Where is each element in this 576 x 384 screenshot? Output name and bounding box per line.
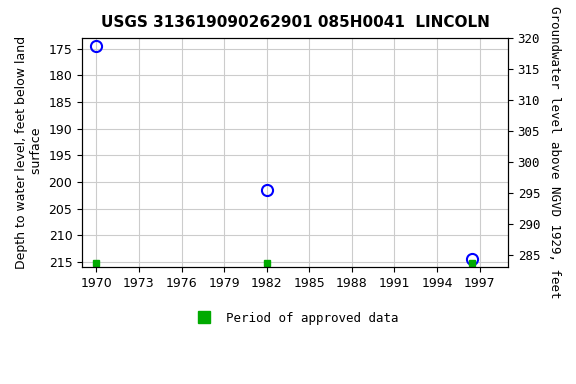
Y-axis label: Groundwater level above NGVD 1929, feet: Groundwater level above NGVD 1929, feet: [548, 7, 561, 299]
Legend: Period of approved data: Period of approved data: [186, 307, 404, 330]
Title: USGS 313619090262901 085H0041  LINCOLN: USGS 313619090262901 085H0041 LINCOLN: [101, 15, 490, 30]
Y-axis label: Depth to water level, feet below land
 surface: Depth to water level, feet below land su…: [15, 36, 43, 269]
